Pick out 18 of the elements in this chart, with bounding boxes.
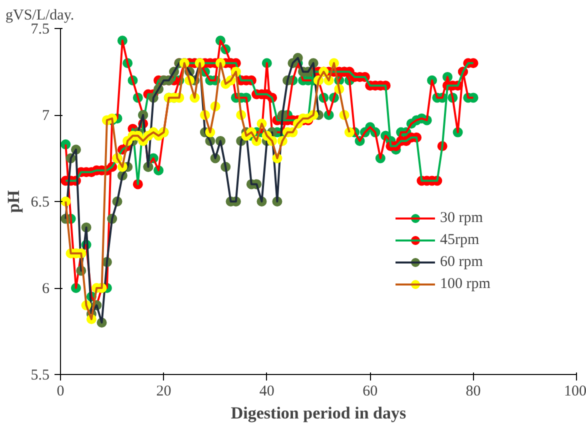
legend-label: 30 rpm [440, 210, 483, 226]
x-tick-label: 40 [259, 384, 274, 400]
text: gVS/L/day. [6, 8, 74, 24]
legend-label: 60 rpm [440, 254, 483, 270]
y-tick-label: 7 [42, 108, 50, 124]
legend-label: 100 rpm [440, 276, 490, 292]
x-axis-title: Digestion period in days [230, 404, 406, 422]
x-tick-label: 80 [466, 384, 481, 400]
x-tick-label: 60 [362, 384, 378, 400]
y-tick-label: 6.5 [30, 194, 50, 210]
y-tick-label: 7.5 [30, 22, 50, 38]
x-tick-label: 20 [156, 384, 172, 400]
legend-label: 45rpm [440, 232, 480, 248]
x-tick-label: 0 [56, 384, 64, 400]
y-tick-label: 6 [42, 281, 50, 297]
y-axis-title: pH [4, 190, 23, 213]
x-tick-label: 100 [564, 384, 586, 400]
y-tick-label: 5.5 [30, 368, 50, 384]
